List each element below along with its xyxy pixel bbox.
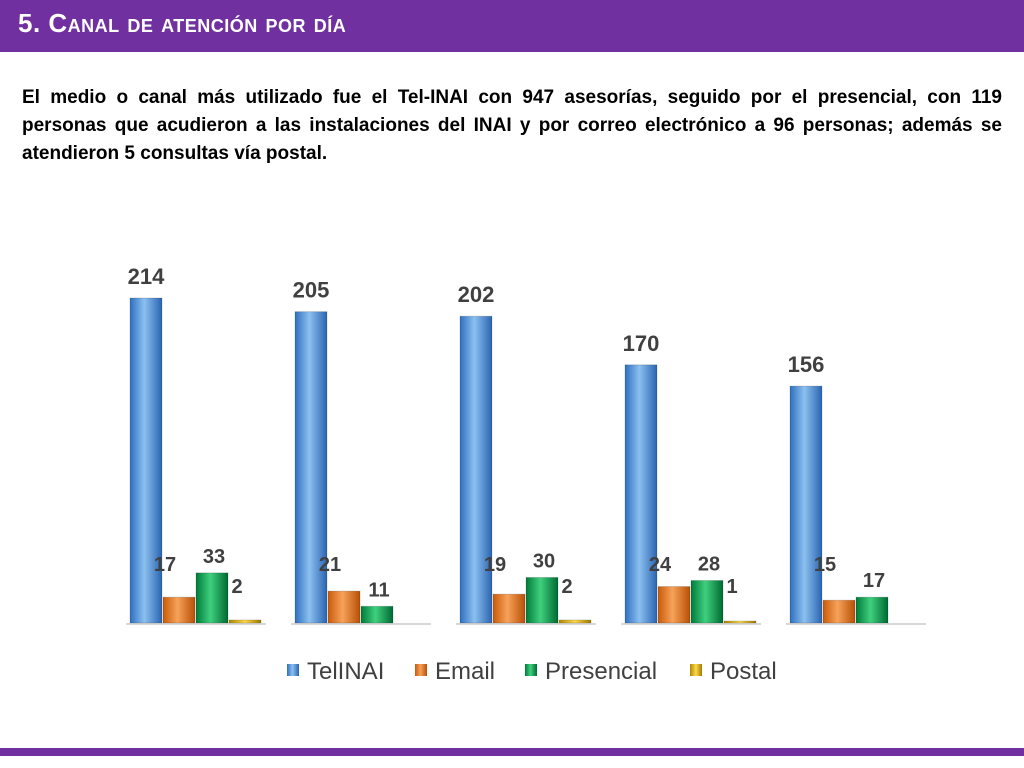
data-label-telinai-1: 214 (128, 264, 165, 289)
data-label-presencial-1: 33 (203, 546, 225, 568)
data-label-telinai-5: 156 (788, 352, 825, 377)
legend-swatch-presencial (525, 664, 537, 676)
bar-email-5 (822, 599, 856, 624)
data-label-presencial-5: 17 (863, 570, 885, 592)
bar-postal-4 (723, 620, 757, 624)
bar-postal-1 (228, 619, 262, 624)
bar-presencial-3 (525, 576, 559, 624)
data-label-email-2: 21 (319, 554, 341, 576)
bar-telinai-1 (129, 297, 163, 624)
description-paragraph: El medio o canal más utilizado fue el Te… (22, 87, 1002, 164)
data-label-email-1: 17 (154, 554, 176, 576)
bar-presencial-5 (855, 596, 889, 624)
legend-swatch-email (415, 664, 427, 676)
chart-baseline (786, 623, 926, 625)
bar-telinai-4 (624, 364, 658, 624)
legend-label-presencial: Presencial (545, 658, 657, 685)
chart-bars (126, 297, 926, 625)
data-label-email-3: 19 (484, 554, 506, 576)
data-label-postal-1: 2 (231, 576, 242, 598)
bar-postal-3 (558, 619, 592, 624)
header-bar: 5. Canal de atención por día (0, 0, 1024, 52)
data-label-presencial-2: 11 (368, 579, 389, 601)
legend-label-email: Email (435, 658, 495, 685)
bar-telinai-5 (789, 385, 823, 624)
chart-baseline (291, 623, 431, 625)
chart-legend: TelINAI Email Presencial Postal (287, 658, 777, 685)
footer-bar (0, 748, 1024, 756)
bar-email-2 (327, 590, 361, 624)
bar-telinai-2 (294, 311, 328, 624)
legend-swatch-telinai (287, 664, 299, 676)
data-label-email-4: 24 (649, 554, 672, 576)
data-label-postal-4: 1 (726, 576, 737, 598)
legend-swatch-postal (690, 664, 702, 676)
bar-email-3 (492, 593, 526, 624)
legend-label-telinai: TelINAI (307, 658, 384, 685)
bar-presencial-2 (360, 605, 394, 624)
data-label-telinai-4: 170 (623, 331, 660, 356)
bar-telinai-3 (459, 315, 493, 624)
data-label-telinai-2: 205 (293, 278, 330, 303)
page-title: 5. Canal de atención por día (18, 8, 347, 38)
data-label-email-5: 15 (814, 554, 836, 576)
bar-email-1 (162, 596, 196, 624)
chart-baseline (126, 623, 266, 625)
chart-baseline (621, 623, 761, 625)
bar-email-4 (657, 586, 691, 624)
data-label-postal-3: 2 (561, 576, 572, 598)
data-label-presencial-4: 28 (698, 553, 720, 575)
legend-label-postal: Postal (710, 658, 777, 685)
data-label-presencial-3: 30 (533, 550, 555, 572)
chart-baseline (456, 623, 596, 625)
bar-presencial-1 (195, 572, 229, 624)
data-label-telinai-3: 202 (458, 282, 495, 307)
bar-presencial-4 (690, 579, 724, 624)
